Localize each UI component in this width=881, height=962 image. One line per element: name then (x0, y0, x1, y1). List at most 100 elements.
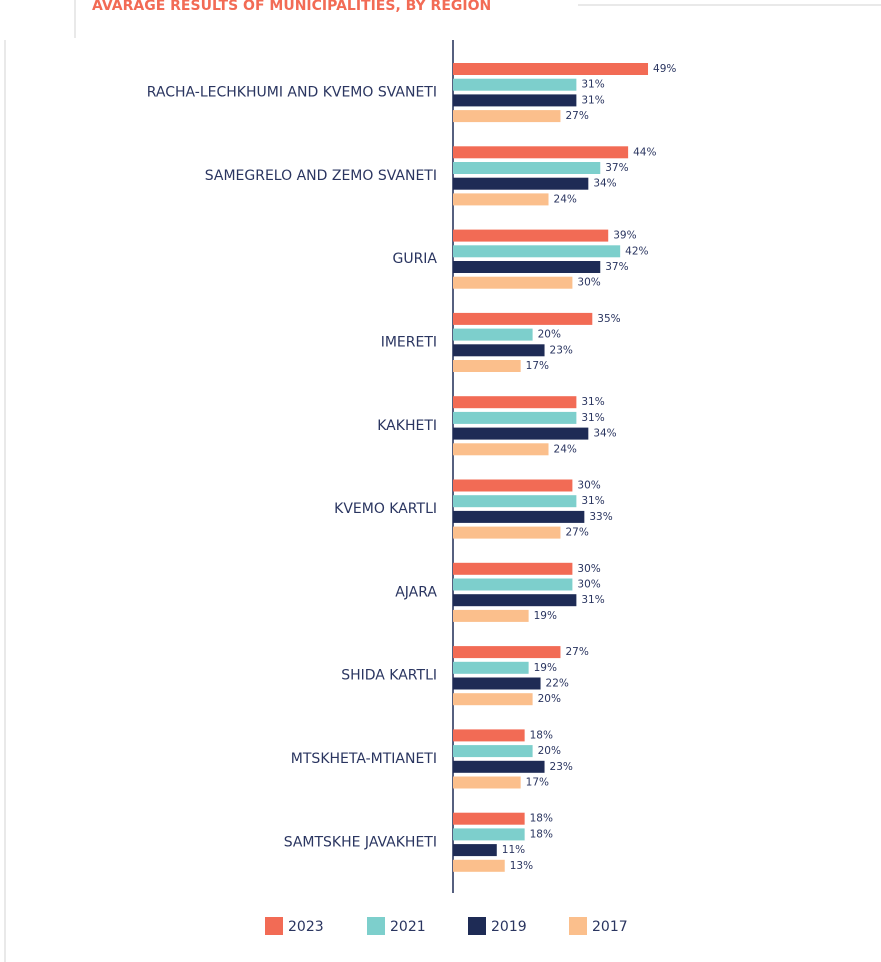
bar (453, 479, 573, 492)
value-label: 17% (526, 777, 549, 789)
legend-label: 2017 (592, 919, 628, 935)
bar (453, 729, 525, 742)
value-label: 17% (526, 360, 549, 372)
bar (453, 745, 533, 758)
value-label: 30% (577, 480, 600, 492)
bar (453, 110, 561, 123)
bar (453, 261, 601, 273)
value-label: 42% (625, 245, 648, 257)
category-label: KAKHETI (377, 418, 437, 434)
bar (453, 276, 573, 289)
value-label: 37% (605, 261, 628, 273)
category-label: GURIA (392, 251, 437, 267)
category-label: AJARA (395, 584, 437, 600)
value-label: 19% (534, 610, 557, 622)
legend-swatch (569, 917, 587, 935)
value-label: 35% (597, 313, 620, 325)
value-label: 20% (538, 693, 561, 705)
bar (453, 411, 577, 424)
bar (453, 828, 525, 841)
bar (453, 245, 621, 258)
value-label: 31% (581, 495, 604, 507)
category-label: MTSKHETA-MTIANETI (291, 751, 437, 767)
bar (453, 360, 521, 372)
frame (4, 0, 881, 962)
value-label: 18% (530, 828, 553, 840)
bar (453, 578, 573, 591)
value-label: 31% (581, 396, 604, 408)
value-label: 30% (577, 277, 600, 289)
bar (453, 812, 525, 825)
legend-label: 2019 (491, 919, 527, 935)
category-label: SAMTSKHE JAVAKHETI (284, 834, 437, 850)
value-label: 34% (593, 428, 616, 440)
value-label: 30% (577, 579, 600, 591)
bar (453, 594, 577, 607)
legend-swatch (468, 917, 486, 935)
bar (453, 162, 601, 174)
legend-swatch (265, 917, 283, 935)
legend-label: 2023 (288, 919, 324, 935)
category-label: RACHA-LECHKHUMI AND KVEMO SVANETI (147, 85, 437, 101)
category-label: KVEMO KARTLI (334, 501, 437, 517)
bar (453, 760, 545, 773)
value-label: 44% (633, 146, 656, 158)
bar (453, 646, 561, 659)
bar (453, 427, 589, 440)
category-label: SAMEGRELO AND ZEMO SVANETI (205, 168, 437, 184)
value-label: 24% (554, 443, 577, 455)
value-label: 31% (581, 79, 604, 91)
chart-title: AVARAGE RESULTS OF MUNICIPALITIES, BY RE… (92, 0, 491, 14)
value-label: 19% (534, 662, 557, 674)
value-label: 27% (565, 527, 588, 539)
value-label: 34% (593, 178, 616, 190)
value-label: 27% (565, 646, 588, 658)
value-label: 49% (653, 63, 676, 75)
bar (453, 844, 497, 857)
category-label: IMERETI (381, 334, 437, 350)
bar (453, 693, 533, 706)
bar (453, 526, 561, 539)
bar (453, 328, 533, 341)
bar (453, 229, 609, 242)
bar (453, 193, 549, 206)
bar (453, 562, 573, 575)
bar (453, 661, 529, 674)
bar (453, 78, 577, 91)
bar (453, 443, 549, 456)
value-label: 33% (589, 511, 612, 523)
bar (453, 312, 593, 325)
bar (453, 146, 629, 159)
value-label: 23% (550, 344, 573, 356)
bar (453, 609, 529, 622)
value-label: 31% (581, 594, 604, 606)
bar (453, 859, 505, 872)
value-label: 24% (554, 193, 577, 205)
bar (453, 63, 649, 75)
bar (453, 510, 585, 523)
legend-label: 2021 (390, 919, 426, 935)
value-label: 31% (581, 94, 604, 106)
value-label: 27% (565, 110, 588, 122)
bar (453, 177, 589, 190)
bar (453, 396, 577, 409)
value-label: 11% (502, 844, 525, 856)
value-label: 31% (581, 412, 604, 424)
value-label: 30% (577, 563, 600, 575)
legend-swatch (367, 917, 385, 935)
bar (453, 344, 545, 357)
value-label: 18% (530, 729, 553, 741)
value-label: 20% (538, 745, 561, 757)
value-label: 23% (550, 761, 573, 773)
value-label: 39% (613, 230, 636, 242)
bar (453, 495, 577, 508)
value-label: 20% (538, 329, 561, 341)
bar (453, 776, 521, 789)
bar (453, 677, 541, 690)
value-label: 18% (530, 813, 553, 825)
value-label: 37% (605, 162, 628, 174)
value-label: 22% (546, 678, 569, 690)
category-label: SHIDA KARTLI (341, 668, 437, 684)
